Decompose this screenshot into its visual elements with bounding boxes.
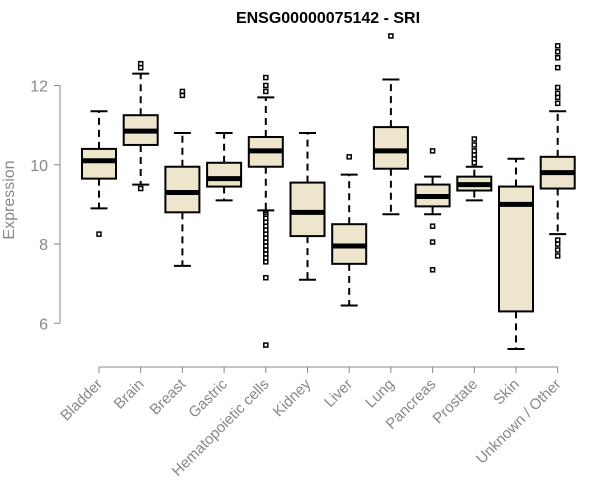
outlier-point bbox=[554, 84, 561, 91]
outlier-point bbox=[137, 60, 144, 67]
outlier-point bbox=[471, 136, 478, 142]
outlier-point bbox=[263, 342, 269, 348]
outlier-point bbox=[554, 253, 561, 259]
x-tick-label: Brain bbox=[111, 376, 148, 413]
x-tick-label: Bladder bbox=[57, 376, 106, 425]
box-liver bbox=[331, 154, 368, 307]
outlier-point bbox=[137, 185, 144, 192]
x-tick-label: Prostate bbox=[430, 376, 482, 428]
outlier-point bbox=[429, 223, 436, 229]
outlier-point bbox=[263, 88, 269, 95]
box-iqr bbox=[164, 165, 201, 214]
y-axis: 6 8 10 12 bbox=[30, 78, 61, 333]
outlier-point bbox=[554, 64, 561, 71]
y-axis-label: Expression bbox=[1, 160, 18, 239]
plot-area bbox=[81, 33, 576, 351]
y-tick-label: 12 bbox=[30, 78, 48, 95]
outlier-point bbox=[471, 142, 478, 148]
box-skin bbox=[498, 157, 534, 351]
box-iqr bbox=[81, 147, 117, 180]
box-iqr bbox=[289, 181, 326, 238]
y-tick-label: 6 bbox=[39, 316, 48, 333]
box-breast bbox=[164, 88, 201, 267]
outlier-point bbox=[554, 237, 561, 243]
outlier-point bbox=[388, 33, 394, 39]
box-unknown-other bbox=[539, 43, 576, 259]
box-gastric bbox=[206, 132, 243, 202]
box-hematopoietic-cells bbox=[247, 74, 284, 348]
outlier-point bbox=[263, 274, 269, 281]
outlier-point bbox=[554, 43, 561, 49]
outlier-point bbox=[96, 231, 102, 237]
outlier-point bbox=[179, 88, 186, 95]
outlier-point bbox=[429, 239, 436, 245]
box-iqr bbox=[206, 161, 243, 188]
box-brain bbox=[122, 60, 159, 192]
outlier-point bbox=[554, 90, 561, 97]
box-prostate bbox=[456, 136, 493, 202]
outlier-point bbox=[471, 148, 478, 154]
x-tick-label: Lung bbox=[362, 376, 398, 412]
y-tick-label: 10 bbox=[30, 158, 48, 175]
x-tick-label: Skin bbox=[490, 376, 523, 409]
x-tick-label: Breast bbox=[147, 375, 190, 418]
x-tick-label: Liver bbox=[321, 376, 356, 411]
outlier-point bbox=[429, 148, 436, 154]
chart-title: ENSG00000075142 - SRI bbox=[236, 10, 420, 27]
outlier-point bbox=[554, 49, 561, 55]
outlier-point bbox=[554, 247, 561, 253]
y-tick-label: 8 bbox=[39, 237, 48, 254]
box-lung bbox=[372, 33, 409, 216]
outlier-point bbox=[554, 54, 561, 61]
outlier-point bbox=[429, 267, 436, 273]
box-iqr bbox=[498, 185, 534, 313]
box-bladder bbox=[81, 110, 117, 237]
outlier-point bbox=[346, 154, 352, 160]
box-iqr bbox=[372, 126, 409, 170]
outlier-point bbox=[263, 74, 269, 81]
x-tick-label: Kidney bbox=[270, 375, 315, 420]
box-kidney bbox=[289, 132, 326, 281]
box-pancreas bbox=[414, 148, 451, 273]
outlier-point bbox=[554, 100, 561, 107]
outlier-point bbox=[263, 209, 269, 216]
outlier-point bbox=[263, 82, 269, 89]
